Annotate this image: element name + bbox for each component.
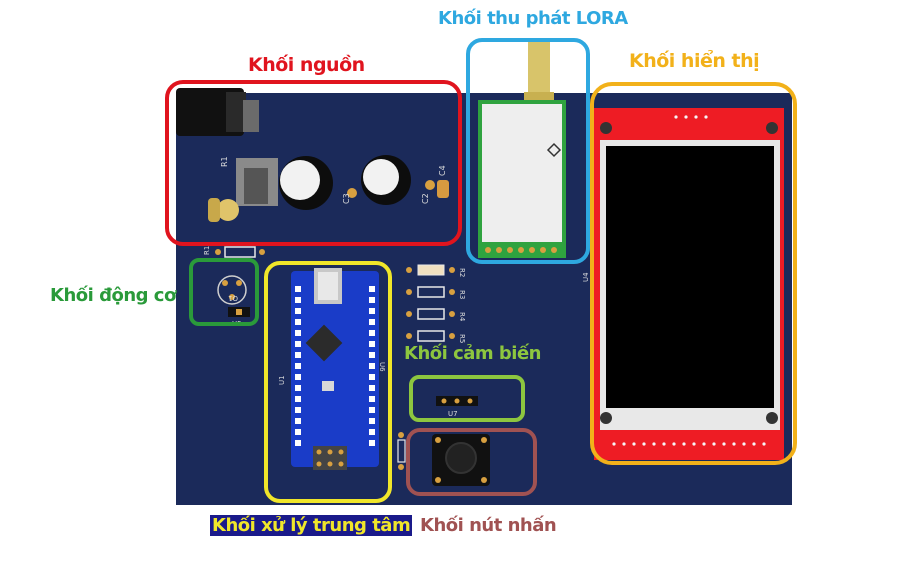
display-block-outline xyxy=(590,82,797,465)
tft-pin xyxy=(722,442,726,446)
tft-pin xyxy=(712,442,716,446)
silk-c2: C2 xyxy=(421,193,430,204)
nano-pin xyxy=(369,396,375,402)
tft-top-pin xyxy=(704,115,708,119)
tft-pin xyxy=(672,442,676,446)
tft-pin xyxy=(692,442,696,446)
nano-pin xyxy=(295,396,301,402)
nano-pin xyxy=(295,352,301,358)
tft-pin xyxy=(632,442,636,446)
silk-u7: U7 xyxy=(448,410,458,418)
tft-pin xyxy=(702,442,706,446)
nano-pin xyxy=(369,407,375,413)
tft-top-pin xyxy=(674,115,678,119)
power-block-label: Khối nguồn xyxy=(248,54,365,76)
nano-pin xyxy=(295,330,301,336)
nano-pin xyxy=(369,429,375,435)
nano-pin xyxy=(295,418,301,424)
motor-block-label: Khối động cơ xyxy=(50,285,176,306)
nano-pin xyxy=(295,297,301,303)
resistor-array: R2 R3 R4 R5 xyxy=(406,264,466,343)
nano-pin xyxy=(295,286,301,292)
silk-r1-b: R1 xyxy=(203,246,211,255)
arduino-nano: U6 U1 xyxy=(278,268,386,470)
nano-pin xyxy=(369,341,375,347)
motor-block-outline xyxy=(189,258,259,326)
tft-pin xyxy=(762,442,766,446)
button-block-label: Khối nút nhấn xyxy=(420,515,557,536)
nano-pin xyxy=(295,385,301,391)
silk-r3: R3 xyxy=(458,290,466,299)
cpu-block-outline xyxy=(264,261,392,503)
nano-pin xyxy=(369,308,375,314)
sensor-header: U7 xyxy=(436,396,478,418)
nano-pin xyxy=(295,341,301,347)
tft-pin xyxy=(622,442,626,446)
lora-module xyxy=(478,40,566,258)
nano-pin xyxy=(369,418,375,424)
button-block-outline xyxy=(406,428,537,496)
silk-r5: R5 xyxy=(458,334,466,343)
cpu-block-label: Khối xử lý trung tâm xyxy=(210,515,413,536)
tft-pin xyxy=(752,442,756,446)
nano-pin xyxy=(369,297,375,303)
tft-pin xyxy=(662,442,666,446)
lora-block-label: Khối thu phát LORA xyxy=(438,8,628,29)
silk-c4: C4 xyxy=(438,165,447,176)
nano-pin xyxy=(369,374,375,380)
tft-top-pin xyxy=(684,115,688,119)
power-block-outline xyxy=(165,80,462,246)
display-block-label: Khối hiển thị xyxy=(629,50,760,72)
tft-pin xyxy=(742,442,746,446)
nano-pin xyxy=(295,319,301,325)
nano-pin xyxy=(295,429,301,435)
lora-pins xyxy=(485,247,557,253)
nano-pin xyxy=(369,352,375,358)
push-button-component xyxy=(397,432,490,486)
silk-r4: R4 xyxy=(458,312,466,322)
nano-pin xyxy=(295,374,301,380)
sensor-block-label: Khối cảm biến xyxy=(404,343,541,364)
nano-pin xyxy=(369,363,375,369)
nano-pin xyxy=(295,407,301,413)
silk-c3: C3 xyxy=(342,193,351,204)
tft-pin xyxy=(682,442,686,446)
silk-u6: U6 xyxy=(378,362,386,372)
nano-pin xyxy=(295,363,301,369)
silk-r2: R2 xyxy=(458,268,466,277)
tft-display: U4 xyxy=(582,108,784,460)
tft-pin xyxy=(652,442,656,446)
power-led xyxy=(217,199,239,221)
lora-block-outline xyxy=(466,38,590,264)
tft-pin xyxy=(642,442,646,446)
nano-pin xyxy=(369,286,375,292)
power-components: R1 C3 C2 C4 xyxy=(176,88,449,222)
nano-pin xyxy=(295,440,301,446)
nano-pins xyxy=(295,286,375,446)
silk-u1: U1 xyxy=(278,375,286,385)
silk-q1: Q1 xyxy=(228,294,238,302)
nano-pin xyxy=(295,308,301,314)
silk-r1: R1 xyxy=(220,156,229,167)
nano-pin xyxy=(369,319,375,325)
nano-pin xyxy=(369,385,375,391)
sensor-block-outline xyxy=(409,375,525,422)
tft-pin xyxy=(732,442,736,446)
nano-pin xyxy=(369,440,375,446)
tft-top-pin xyxy=(694,115,698,119)
tft-pin xyxy=(612,442,616,446)
nano-pin xyxy=(369,330,375,336)
silk-u4: U4 xyxy=(582,272,590,282)
